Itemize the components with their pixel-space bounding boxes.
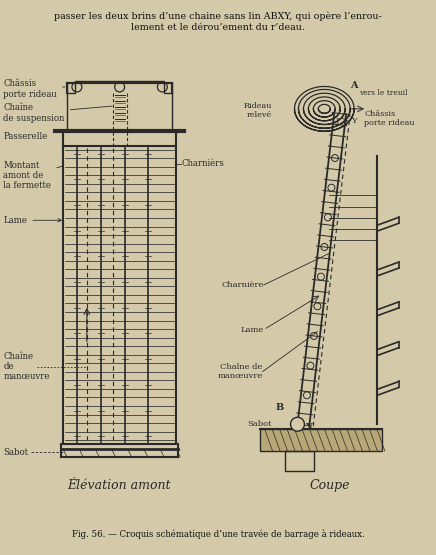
Text: Châssis
porte rideau: Châssis porte rideau [3,79,65,99]
Polygon shape [260,429,382,451]
Text: A: A [350,82,358,90]
Text: Passerelle: Passerelle [3,131,60,141]
Text: manœuvre: manœuvre [3,372,50,381]
Text: B: B [276,403,284,412]
Text: Fig. 56. — Croquis schématique d’une travée de barrage à rideaux.: Fig. 56. — Croquis schématique d’une tra… [72,529,364,539]
Text: Élévation amont: Élévation amont [67,479,170,492]
Text: X: X [306,423,313,432]
Text: I: I [337,105,341,113]
Text: passer les deux brins d’une chaine sans lin ABXY, qui opère l’enrou-: passer les deux brins d’une chaine sans … [54,11,382,21]
Text: Coupe: Coupe [309,479,350,492]
Text: Châssis
porte rideau: Châssis porte rideau [364,110,415,128]
Text: Chaîne de
manœuvre: Chaîne de manœuvre [218,363,263,380]
Text: de: de [3,362,14,371]
Text: Charnièrs: Charnièrs [181,159,224,168]
Text: Y: Y [351,117,357,125]
Text: Lame: Lame [3,216,61,225]
Text: J: J [336,117,339,125]
Text: lement et le dérou’ement du r’deau.: lement et le dérou’ement du r’deau. [131,23,305,32]
Text: Chaîne: Chaîne [3,352,34,361]
Text: Charnière: Charnière [221,281,264,289]
Text: Sabot: Sabot [247,420,272,428]
Text: Sabot: Sabot [3,448,28,457]
Text: Rideau
relevé: Rideau relevé [243,102,272,119]
Text: vers le treuil: vers le treuil [359,89,408,97]
Text: Lame: Lame [241,326,264,334]
Text: Montant
amont de
la fermette: Montant amont de la fermette [3,160,62,190]
Circle shape [290,417,304,431]
Text: Chaîne
de suspension: Chaîne de suspension [3,103,112,123]
